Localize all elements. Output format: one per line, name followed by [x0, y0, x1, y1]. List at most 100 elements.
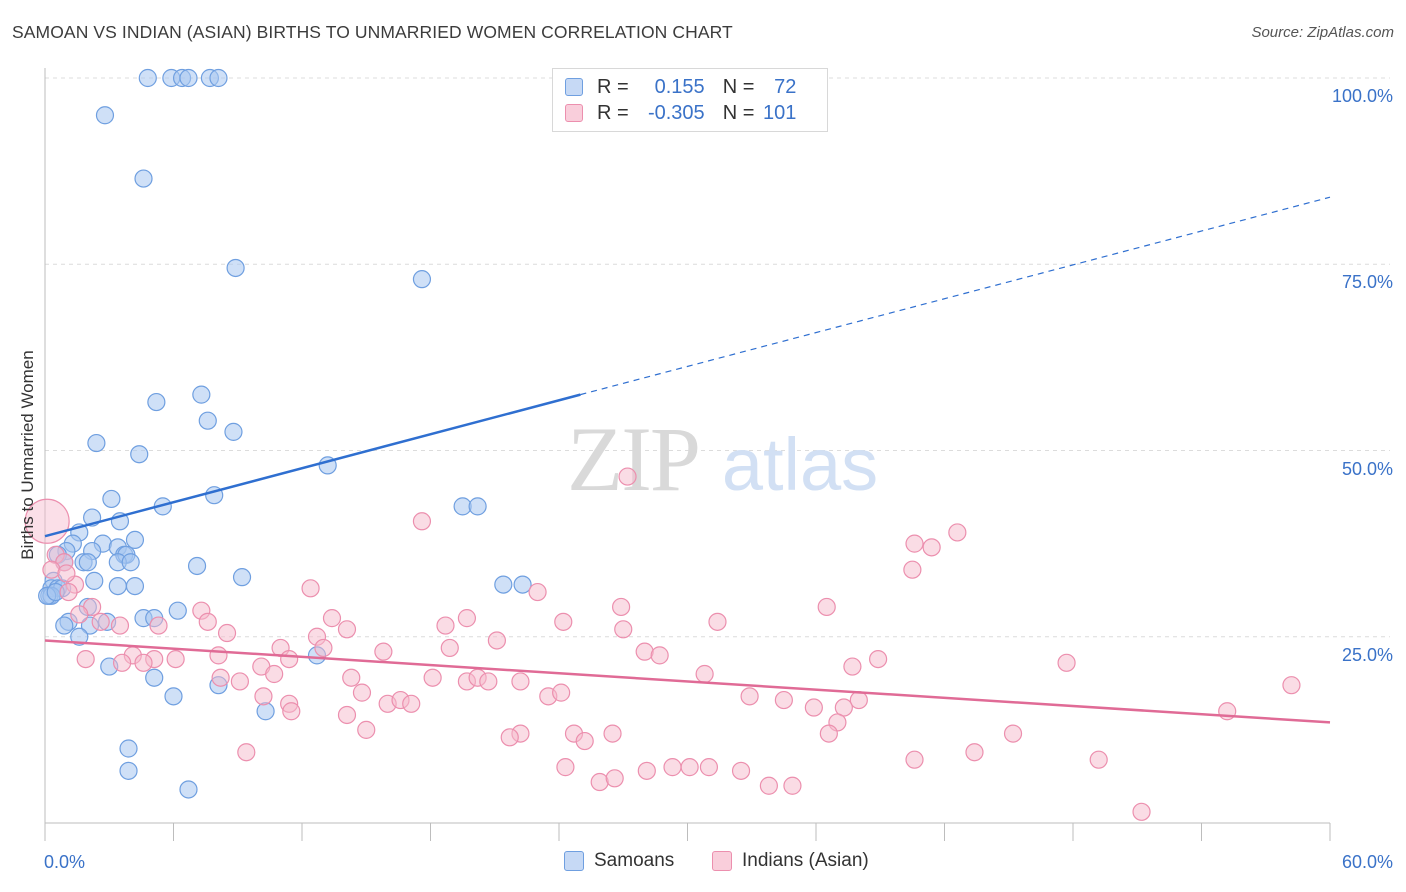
legend-row-samoan: R = 0.155 N = 72	[565, 74, 796, 100]
indian-point	[198, 612, 217, 631]
indian-point	[614, 620, 633, 639]
samoan-point	[145, 668, 164, 687]
samoan-point	[187, 556, 207, 576]
legend-label-samoans: Samoans	[594, 850, 675, 871]
r-label: R =	[597, 75, 629, 98]
indian-point	[552, 683, 571, 702]
legend-item-samoans[interactable]: Samoans	[564, 850, 674, 872]
samoan-point	[130, 445, 149, 464]
indian-point	[342, 668, 361, 687]
indian-point	[783, 776, 802, 795]
indian-point	[134, 653, 153, 672]
samoan-point	[102, 489, 121, 509]
y-tick-label: 50.0%	[1341, 458, 1393, 479]
indian-point	[603, 724, 622, 743]
indian-point	[590, 772, 609, 792]
indian-point	[500, 728, 519, 747]
samoan-point	[119, 739, 138, 758]
chart-source: Source: ZipAtlas.com	[1251, 24, 1394, 41]
indian-point	[230, 672, 249, 691]
samoan-point	[226, 258, 245, 278]
samoan-point	[147, 392, 166, 412]
indian-point	[301, 579, 320, 598]
samoan-point	[87, 433, 106, 453]
n-value-samoan: 72	[774, 75, 797, 98]
indian-point	[708, 612, 727, 631]
legend-row-indian: R = -0.305 N = 101	[565, 100, 796, 126]
samoan-point	[468, 497, 487, 516]
indian-point	[487, 631, 506, 650]
indian-point	[1003, 724, 1023, 743]
indian-point	[254, 687, 273, 706]
samoan-point	[121, 553, 140, 572]
samoan-point	[256, 702, 275, 721]
indian-point	[849, 690, 868, 710]
indian-trend-line	[44, 639, 1331, 724]
indian-point	[237, 743, 256, 762]
indian-point	[314, 638, 333, 658]
indian-point	[528, 582, 547, 602]
indian-point	[42, 560, 61, 579]
indian-point	[1089, 750, 1108, 769]
chart-title: SAMOAN VS INDIAN (ASIAN) BIRTHS TO UNMAR…	[12, 22, 733, 42]
indian-point	[759, 776, 778, 795]
indian-point	[699, 758, 719, 777]
samoans-swatch	[564, 851, 584, 871]
indian-point	[1132, 802, 1151, 821]
samoan-trend-line	[44, 393, 581, 538]
samoan-point	[125, 576, 145, 596]
samoan-point	[232, 568, 252, 587]
indian-point	[282, 702, 301, 721]
indian-point	[57, 564, 76, 583]
n-label: N =	[722, 75, 755, 98]
indian-point	[337, 705, 357, 725]
indian-point	[554, 612, 573, 631]
samoan-point	[138, 68, 157, 88]
samoan-point	[513, 575, 532, 594]
indian-point	[663, 758, 682, 777]
indian-point	[740, 687, 759, 706]
indian-point	[819, 724, 838, 743]
watermark: ZIP atlas	[567, 408, 878, 510]
samoan-points	[38, 68, 532, 799]
indian-point	[905, 534, 924, 553]
indian-point	[948, 523, 967, 542]
indian-point	[511, 672, 530, 691]
r-value-indian: -0.305	[647, 101, 705, 124]
indian-point	[440, 638, 459, 658]
samoan-point	[192, 385, 211, 404]
indian-point	[965, 743, 984, 762]
samoan-point	[224, 422, 243, 441]
indian-point	[731, 761, 751, 780]
indian-point	[680, 758, 699, 777]
x-tick-label-max: 60.0%	[1341, 852, 1393, 872]
axes	[44, 68, 1331, 841]
y-tick-label: 100.0%	[1331, 86, 1393, 106]
indian-point	[635, 642, 654, 661]
indian-point	[423, 668, 442, 687]
indian-points	[24, 467, 1301, 821]
indian-point	[804, 698, 823, 717]
samoan-point	[119, 761, 138, 780]
samoan-point	[55, 616, 74, 635]
indian-point	[843, 657, 862, 676]
samoan-point	[108, 576, 127, 596]
samoan-point	[70, 627, 89, 646]
indian-point	[436, 616, 455, 635]
indian-point	[618, 467, 637, 486]
indian-swatch	[565, 104, 583, 122]
legend-item-indians[interactable]: Indians (Asian)	[712, 850, 869, 872]
indian-point	[337, 620, 357, 639]
samoan-point	[134, 169, 153, 188]
indian-point	[905, 750, 924, 769]
indian-point	[280, 649, 299, 669]
samoan-point	[168, 601, 187, 620]
indian-point	[402, 694, 421, 713]
indian-point	[352, 683, 372, 702]
indian-point	[70, 605, 89, 624]
indian-point	[374, 642, 393, 661]
x-tick-label-min: 0.0%	[44, 852, 86, 872]
trend-lines	[44, 196, 1331, 724]
indian-point	[322, 609, 342, 628]
